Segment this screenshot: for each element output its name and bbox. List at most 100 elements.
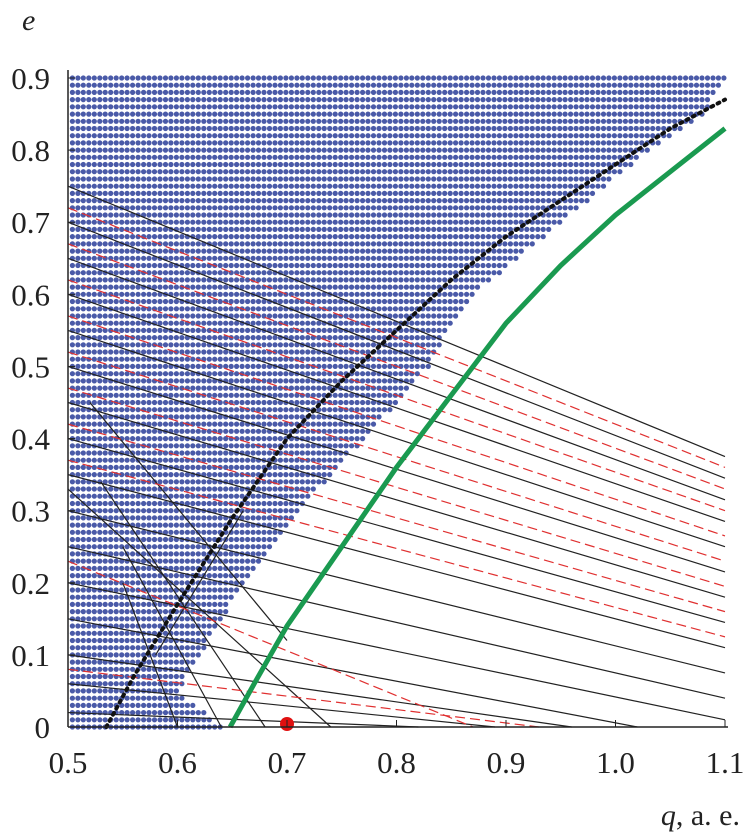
orbit-dot — [190, 428, 196, 434]
orbit-dot — [250, 508, 256, 514]
orbit-dot — [146, 392, 152, 398]
orbit-dot — [589, 154, 596, 160]
orbit-dot — [228, 306, 234, 312]
orbit-dot — [162, 378, 169, 384]
orbit-dot — [316, 248, 322, 254]
orbit-dot — [217, 154, 223, 160]
orbit-dot — [414, 133, 420, 139]
orbit-dot — [239, 277, 245, 283]
orbit-dot — [86, 666, 92, 672]
orbit-dot — [409, 125, 415, 132]
orbit-dot — [502, 147, 508, 153]
orbit-dot — [283, 428, 289, 434]
orbit-dot — [212, 414, 218, 420]
orbit-dot — [168, 493, 174, 499]
orbit-dot — [141, 551, 147, 557]
orbit-dot — [557, 190, 563, 196]
orbit-dot — [299, 190, 305, 196]
orbit-dot — [151, 183, 158, 189]
orbit-dot — [173, 320, 179, 326]
orbit-dot — [277, 515, 283, 521]
orbit-dot — [195, 594, 201, 600]
orbit-dot — [272, 472, 278, 478]
orbit-dot — [195, 515, 201, 521]
orbit-dot — [69, 443, 75, 449]
orbit-dot — [370, 313, 377, 319]
orbit-dot — [245, 558, 251, 564]
orbit-dot — [288, 255, 294, 261]
orbit-dot — [381, 154, 388, 160]
orbit-dot — [327, 378, 333, 384]
orbit-dot — [135, 176, 141, 182]
orbit-dot — [173, 147, 179, 153]
orbit-dot — [261, 118, 267, 124]
orbit-dot — [458, 169, 464, 175]
orbit-dot — [228, 536, 234, 543]
orbit-dot — [162, 234, 169, 240]
orbit-dot — [206, 573, 212, 579]
orbit-dot — [266, 255, 273, 261]
orbit-dot — [206, 270, 212, 276]
orbit-dot — [130, 291, 136, 297]
orbit-dot — [349, 205, 355, 211]
orbit-dot — [321, 169, 327, 175]
orbit-dot — [135, 486, 141, 492]
orbit-dot — [119, 652, 125, 658]
orbit-dot — [245, 161, 251, 168]
orbit-dot — [250, 500, 256, 507]
orbit-dot — [507, 190, 513, 196]
orbit-dot — [447, 320, 453, 326]
orbit-dot — [283, 270, 289, 276]
orbit-dot — [69, 226, 75, 232]
orbit-dot — [135, 306, 141, 312]
orbit-dot — [496, 190, 502, 196]
orbit-dot — [376, 291, 382, 297]
orbit-dot — [316, 140, 322, 146]
orbit-dot — [130, 536, 136, 543]
orbit-dot — [414, 190, 420, 196]
orbit-dot — [75, 342, 81, 348]
orbit-dot — [349, 133, 355, 139]
orbit-dot — [283, 198, 289, 204]
orbit-dot — [146, 428, 152, 434]
orbit-dot — [409, 140, 415, 146]
orbit-dot — [305, 277, 311, 283]
orbit-dot — [151, 125, 158, 132]
orbit-dot — [365, 327, 371, 333]
orbit-dot — [294, 161, 300, 168]
orbit-dot — [469, 125, 475, 132]
orbit-dot — [414, 371, 420, 377]
orbit-dot — [102, 147, 108, 153]
orbit-dot — [250, 392, 256, 398]
orbit-dot — [179, 320, 185, 326]
orbit-dot — [491, 262, 497, 269]
orbit-dot — [119, 270, 125, 276]
orbit-dot — [91, 702, 97, 709]
orbit-dot — [184, 645, 190, 651]
orbit-dot — [562, 205, 568, 211]
orbit-dot — [190, 176, 196, 182]
orbit-dot — [228, 147, 234, 153]
orbit-dot — [119, 500, 125, 507]
orbit-dot — [261, 234, 267, 240]
orbit-dot — [546, 183, 552, 189]
orbit-dot — [168, 306, 174, 312]
orbit-dot — [551, 154, 557, 160]
orbit-dot — [420, 226, 426, 232]
orbit-dot — [97, 118, 103, 124]
orbit-dot — [387, 154, 393, 160]
orbit-dot — [250, 544, 256, 550]
orbit-dot — [316, 479, 322, 485]
orbit-dot — [80, 609, 86, 615]
orbit-dot — [119, 666, 125, 672]
orbit-dot — [80, 544, 86, 550]
orbit-dot — [119, 457, 125, 463]
orbit-dot — [102, 399, 108, 406]
orbit-dot — [102, 573, 108, 579]
orbit-dot — [157, 479, 163, 485]
orbit-dot — [321, 176, 327, 182]
orbit-dot — [431, 183, 437, 189]
orbit-dot — [97, 349, 103, 355]
orbit-dot — [266, 140, 273, 146]
orbit-dot — [332, 421, 338, 427]
